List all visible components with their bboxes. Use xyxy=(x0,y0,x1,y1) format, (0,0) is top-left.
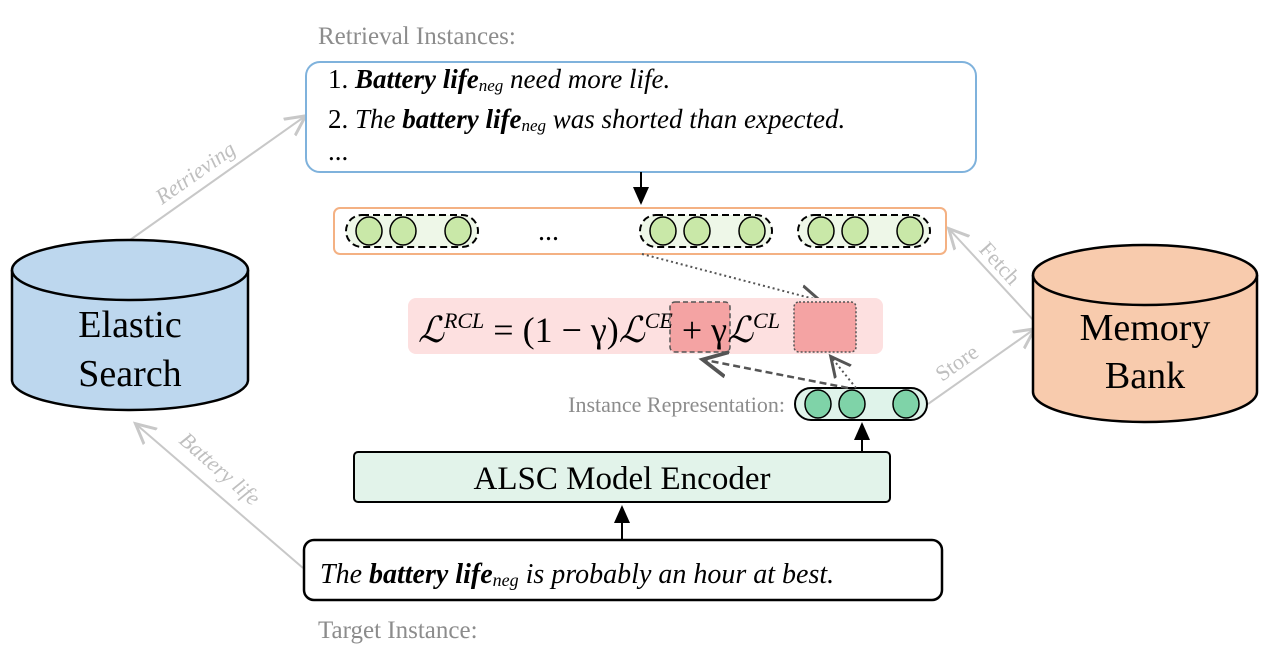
target-title: Target Instance: xyxy=(318,617,478,644)
edge-label-store: Store xyxy=(931,339,983,386)
retrieval-title: Retrieval Instances: xyxy=(318,23,516,50)
svg-text:Search: Search xyxy=(78,353,181,395)
edge-retrieving: Retrieving xyxy=(129,117,304,241)
instance-repr-label: Instance Representation: xyxy=(568,392,785,417)
vector-node xyxy=(649,216,677,246)
svg-text:Elastic: Elastic xyxy=(78,304,181,346)
vector-node xyxy=(896,216,924,246)
arrow-repr-to-cl xyxy=(832,358,857,389)
memory-vector-group xyxy=(639,214,773,248)
svg-text:Bank: Bank xyxy=(1105,355,1185,397)
vector-node xyxy=(683,216,711,246)
retrieval-item-1: 1. Battery lifeneg need more life. xyxy=(328,64,670,95)
vector-node xyxy=(738,216,766,246)
retrieval-item-2: 2. The battery lifeneg was shorted than … xyxy=(328,104,845,135)
repr-node xyxy=(838,389,866,419)
vector-node xyxy=(355,216,383,246)
edge-store: Store xyxy=(927,330,1033,405)
target-box xyxy=(302,538,944,602)
repr-node xyxy=(892,389,920,419)
arrow-strip-to-cl xyxy=(641,253,818,300)
elastic-search-db: Elastic Search xyxy=(10,238,250,412)
memory-vector-group xyxy=(345,214,479,248)
formula-box xyxy=(408,298,883,354)
retrieval-ellipsis: ... xyxy=(328,136,348,166)
svg-text:Memory: Memory xyxy=(1080,307,1211,349)
arrow-repr-to-ce xyxy=(705,360,849,390)
memory-vector-group xyxy=(797,214,931,248)
memory-bank-db: Memory Bank xyxy=(1031,243,1259,424)
cl-highlight xyxy=(793,301,857,353)
edge-fetch: Fetch xyxy=(950,230,1036,323)
strip-ellipsis: ... xyxy=(538,216,559,247)
repr-node xyxy=(804,389,832,419)
vector-node xyxy=(444,216,472,246)
edge-battery-life: Battery life xyxy=(137,425,304,569)
vector-node xyxy=(807,216,835,246)
target-sentence: The battery lifeneg is probably an hour … xyxy=(320,559,834,590)
vector-node xyxy=(841,216,869,246)
encoder-label: ALSC Model Encoder xyxy=(474,461,771,497)
encoder-box xyxy=(353,451,891,503)
formula: ℒRCL = (1 − γ)ℒCE + γℒCL xyxy=(418,308,780,350)
vector-node xyxy=(389,216,417,246)
